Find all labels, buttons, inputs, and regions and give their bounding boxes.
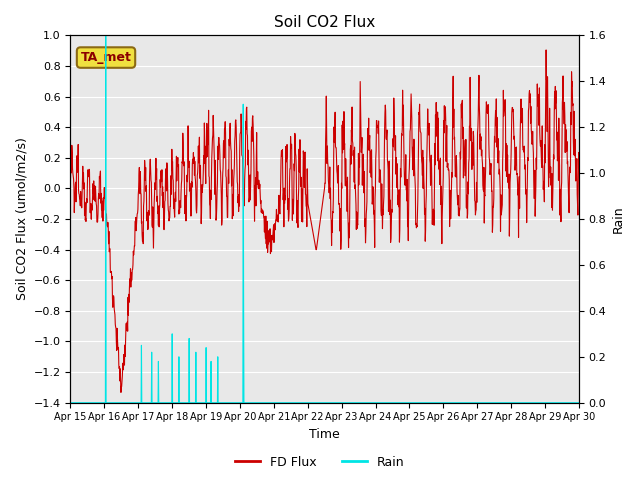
Legend: FD Flux, Rain: FD Flux, Rain: [230, 451, 410, 474]
X-axis label: Time: Time: [309, 428, 340, 441]
Title: Soil CO2 Flux: Soil CO2 Flux: [274, 15, 375, 30]
Text: TA_met: TA_met: [81, 51, 131, 64]
Y-axis label: Soil CO2 Flux (umol/m2/s): Soil CO2 Flux (umol/m2/s): [15, 138, 28, 300]
Y-axis label: Rain: Rain: [612, 205, 625, 233]
